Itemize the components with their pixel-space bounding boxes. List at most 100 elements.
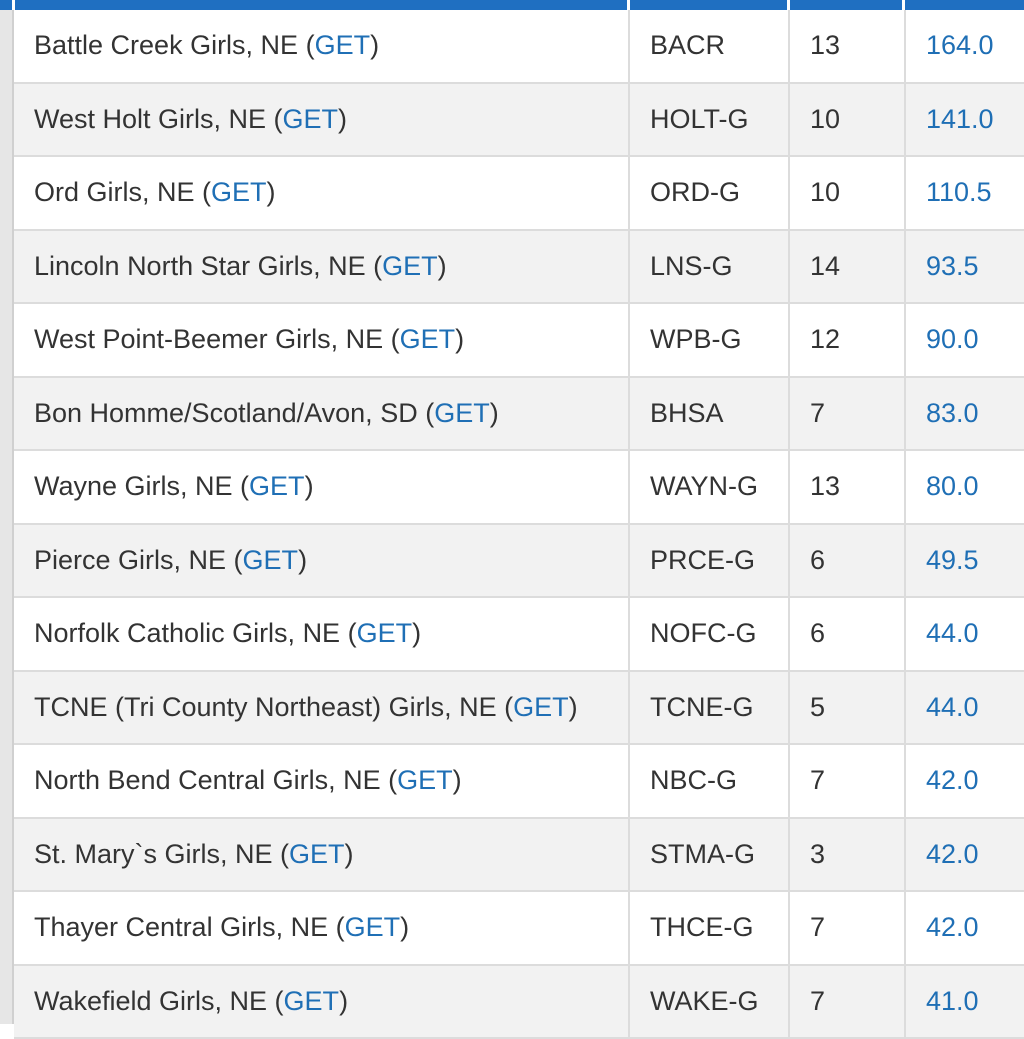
team-cell: West Holt Girls, NE (GET) <box>14 84 628 156</box>
paren-close: ) <box>490 398 499 429</box>
header-divider <box>902 0 905 10</box>
team-points-link[interactable]: 44.0 <box>904 598 1024 670</box>
team-points-link[interactable]: 90.0 <box>904 304 1024 376</box>
get-link[interactable]: GET <box>513 692 569 723</box>
entry-count: 13 <box>788 451 904 523</box>
get-link[interactable]: GET <box>357 618 413 649</box>
entry-count: 7 <box>788 378 904 450</box>
get-link[interactable]: GET <box>283 104 339 135</box>
paren-close: ) <box>438 251 447 282</box>
team-code: NBC-G <box>628 745 788 817</box>
team-points-link[interactable]: 110.5 <box>904 157 1024 229</box>
paren-close: ) <box>267 177 276 208</box>
team-points-link[interactable]: 42.0 <box>904 819 1024 891</box>
get-link[interactable]: GET <box>315 30 371 61</box>
entry-count: 7 <box>788 966 904 1038</box>
team-points-link[interactable]: 42.0 <box>904 745 1024 817</box>
team-name: Lincoln North Star Girls, NE <box>34 251 366 282</box>
team-cell: Bon Homme/Scotland/Avon, SD (GET) <box>14 378 628 450</box>
get-link[interactable]: GET <box>249 471 305 502</box>
entry-count: 13 <box>788 10 904 82</box>
team-code: PRCE-G <box>628 525 788 597</box>
team-code: WPB-G <box>628 304 788 376</box>
team-cell: Norfolk Catholic Girls, NE (GET) <box>14 598 628 670</box>
team-code: BHSA <box>628 378 788 450</box>
team-name: Battle Creek Girls, NE <box>34 30 298 61</box>
team-points-link[interactable]: 164.0 <box>904 10 1024 82</box>
get-link[interactable]: GET <box>345 912 401 943</box>
paren-open: ( <box>497 692 514 723</box>
get-link[interactable]: GET <box>382 251 438 282</box>
team-name: Wayne Girls, NE <box>34 471 233 502</box>
team-name: Thayer Central Girls, NE <box>34 912 328 943</box>
team-code: BACR <box>628 10 788 82</box>
team-cell: Wakefield Girls, NE (GET) <box>14 966 628 1038</box>
paren-open: ( <box>226 545 243 576</box>
team-points-link[interactable]: 41.0 <box>904 966 1024 1038</box>
entry-count: 10 <box>788 84 904 156</box>
paren-close: ) <box>455 324 464 355</box>
header-divider <box>787 0 790 10</box>
team-code: WAKE-G <box>628 966 788 1038</box>
get-link[interactable]: GET <box>434 398 490 429</box>
team-name: Norfolk Catholic Girls, NE <box>34 618 340 649</box>
team-cell: Pierce Girls, NE (GET) <box>14 525 628 597</box>
team-points-link[interactable]: 83.0 <box>904 378 1024 450</box>
team-cell: West Point-Beemer Girls, NE (GET) <box>14 304 628 376</box>
team-points-link[interactable]: 141.0 <box>904 84 1024 156</box>
team-name: Pierce Girls, NE <box>34 545 226 576</box>
team-name: West Holt Girls, NE <box>34 104 266 135</box>
get-link[interactable]: GET <box>243 545 299 576</box>
team-name: Ord Girls, NE <box>34 177 195 208</box>
get-link[interactable]: GET <box>397 765 453 796</box>
paren-open: ( <box>418 398 435 429</box>
team-cell: Thayer Central Girls, NE (GET) <box>14 892 628 964</box>
team-points-link[interactable]: 80.0 <box>904 451 1024 523</box>
entry-count: 7 <box>788 892 904 964</box>
team-points-link[interactable]: 44.0 <box>904 672 1024 744</box>
team-points-link[interactable]: 93.5 <box>904 231 1024 303</box>
paren-close: ) <box>400 912 409 943</box>
get-link[interactable]: GET <box>289 839 345 870</box>
team-cell: TCNE (Tri County Northeast) Girls, NE (G… <box>14 672 628 744</box>
entry-count: 6 <box>788 525 904 597</box>
get-link[interactable]: GET <box>211 177 267 208</box>
left-column-strip <box>0 10 14 1024</box>
paren-open: ( <box>383 324 400 355</box>
paren-close: ) <box>298 545 307 576</box>
entry-count: 12 <box>788 304 904 376</box>
team-cell: North Bend Central Girls, NE (GET) <box>14 745 628 817</box>
team-cell: Battle Creek Girls, NE (GET) <box>14 10 628 82</box>
table-row: TCNE (Tri County Northeast) Girls, NE (G… <box>14 672 1024 746</box>
team-name: West Point-Beemer Girls, NE <box>34 324 383 355</box>
team-cell: Wayne Girls, NE (GET) <box>14 451 628 523</box>
team-points-link[interactable]: 49.5 <box>904 525 1024 597</box>
paren-close: ) <box>569 692 578 723</box>
paren-close: ) <box>345 839 354 870</box>
paren-close: ) <box>453 765 462 796</box>
get-link[interactable]: GET <box>284 986 340 1017</box>
entry-count: 7 <box>788 745 904 817</box>
paren-open: ( <box>298 30 315 61</box>
team-name: North Bend Central Girls, NE <box>34 765 381 796</box>
team-points-link[interactable]: 42.0 <box>904 892 1024 964</box>
paren-open: ( <box>233 471 250 502</box>
get-link[interactable]: GET <box>400 324 456 355</box>
paren-open: ( <box>266 104 283 135</box>
header-divider <box>12 0 15 10</box>
team-code: ORD-G <box>628 157 788 229</box>
paren-close: ) <box>339 986 348 1017</box>
entry-count: 5 <box>788 672 904 744</box>
